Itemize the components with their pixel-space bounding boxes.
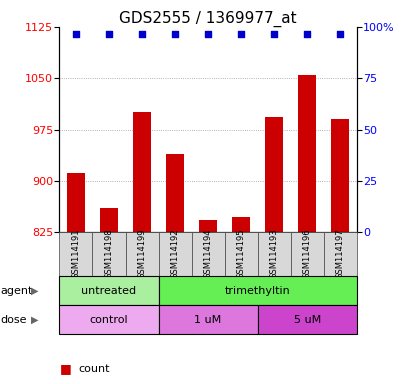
- Point: [171, 31, 178, 37]
- Text: 5 uM: 5 uM: [293, 314, 320, 325]
- Point: [237, 31, 244, 37]
- Text: dose: dose: [1, 314, 27, 325]
- Text: GSM114197: GSM114197: [335, 228, 344, 279]
- Bar: [330, 119, 348, 232]
- Bar: [100, 209, 118, 232]
- Text: count: count: [78, 364, 109, 374]
- Text: trimethyltin: trimethyltin: [224, 286, 290, 296]
- Bar: [257, 232, 290, 276]
- Point: [336, 31, 343, 37]
- Text: ▶: ▶: [31, 314, 38, 325]
- Text: GSM114195: GSM114195: [236, 228, 245, 279]
- Bar: [264, 117, 283, 232]
- Bar: [323, 232, 356, 276]
- Text: GSM114194: GSM114194: [203, 228, 212, 279]
- Bar: [198, 220, 217, 232]
- Point: [270, 31, 277, 37]
- Text: untreated: untreated: [81, 286, 136, 296]
- Bar: [59, 276, 158, 305]
- Bar: [231, 217, 249, 232]
- Point: [72, 31, 79, 37]
- Bar: [297, 75, 315, 232]
- Text: GSM114198: GSM114198: [104, 228, 113, 279]
- Bar: [224, 232, 257, 276]
- Point: [138, 31, 145, 37]
- Bar: [59, 232, 92, 276]
- Text: GSM114199: GSM114199: [137, 228, 146, 279]
- Text: control: control: [90, 314, 128, 325]
- Bar: [158, 276, 356, 305]
- Bar: [166, 154, 184, 232]
- Text: GSM114192: GSM114192: [170, 228, 179, 279]
- Point: [106, 31, 112, 37]
- Point: [204, 31, 211, 37]
- Text: agent: agent: [1, 286, 33, 296]
- Bar: [59, 305, 158, 334]
- Bar: [67, 173, 85, 232]
- Text: ■: ■: [59, 362, 71, 375]
- Title: GDS2555 / 1369977_at: GDS2555 / 1369977_at: [119, 11, 296, 27]
- Bar: [125, 232, 158, 276]
- Text: 1 uM: 1 uM: [194, 314, 221, 325]
- Point: [303, 31, 310, 37]
- Text: ▶: ▶: [31, 286, 38, 296]
- Text: GSM114193: GSM114193: [269, 228, 278, 279]
- Bar: [92, 232, 125, 276]
- Bar: [158, 305, 257, 334]
- Bar: [158, 232, 191, 276]
- Bar: [290, 232, 323, 276]
- Text: GSM114196: GSM114196: [302, 228, 311, 279]
- Bar: [191, 232, 224, 276]
- Bar: [133, 113, 151, 232]
- Text: GSM114191: GSM114191: [71, 228, 80, 279]
- Bar: [257, 305, 356, 334]
